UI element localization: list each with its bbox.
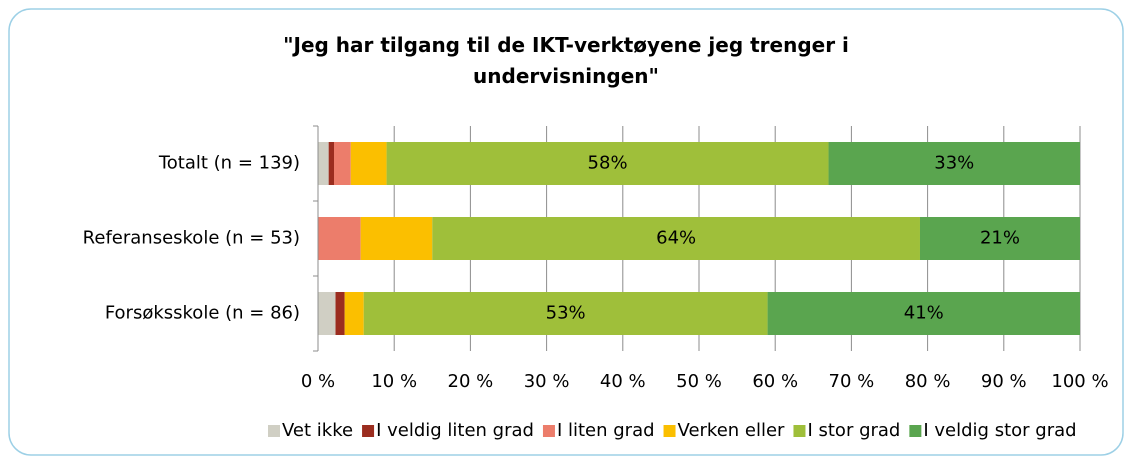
- x-tick-label: 0 %: [301, 371, 335, 392]
- data-label: 33%: [934, 153, 974, 174]
- data-label: 21%: [980, 228, 1020, 249]
- x-tick-label: 70 %: [829, 371, 875, 392]
- bar-segment: [335, 292, 345, 335]
- bar-segment: [828, 142, 1080, 185]
- legend-swatch: [362, 425, 375, 437]
- bar-segment: [334, 142, 351, 185]
- legend-label: I liten grad: [557, 420, 655, 441]
- data-label: 53%: [546, 303, 586, 324]
- x-tick-label: 50 %: [676, 371, 722, 392]
- x-tick-label: 100 %: [1051, 371, 1108, 392]
- bar-segment: [919, 217, 1080, 260]
- legend-swatch: [542, 425, 555, 437]
- legend-label: I veldig liten grad: [376, 420, 534, 441]
- bar-segment: [328, 142, 335, 185]
- bar-segment: [767, 292, 1080, 335]
- x-tick-label: 10 %: [371, 371, 417, 392]
- legend-swatch: [268, 425, 280, 437]
- data-label: 64%: [656, 228, 696, 249]
- legend-label: I veldig stor grad: [923, 420, 1076, 441]
- bar-segment: [350, 142, 387, 185]
- x-tick-label: 20 %: [448, 371, 494, 392]
- x-tick-label: 30 %: [524, 371, 570, 392]
- y-tick-label: Forsøksskole (n = 86): [105, 303, 300, 324]
- legend-label: Vet ikke: [282, 420, 353, 441]
- y-tick-label: Referanseskole (n = 53): [83, 228, 300, 249]
- bar-segment: [318, 217, 361, 260]
- bar-segment: [318, 142, 329, 185]
- bar-segment: [363, 292, 768, 335]
- chart-title: "Jeg har tilgang til de IKT-verktøyene j…: [283, 33, 849, 88]
- legend-swatch: [663, 425, 676, 437]
- x-tick-label: 40 %: [600, 371, 646, 392]
- x-tick-label: 80 %: [905, 371, 951, 392]
- x-tick-label: 60 %: [752, 371, 798, 392]
- legend-swatch: [909, 425, 922, 437]
- bar-segment: [344, 292, 364, 335]
- bar-segment: [432, 217, 920, 260]
- bar-segment: [318, 292, 336, 335]
- x-tick-label: 90 %: [981, 371, 1027, 392]
- data-label: 41%: [904, 303, 944, 324]
- legend-swatch: [793, 425, 806, 437]
- y-tick-label: Totalt (n = 139): [158, 153, 300, 174]
- data-label: 58%: [588, 153, 628, 174]
- bar-segment: [360, 217, 433, 260]
- legend-label: Verken eller: [678, 420, 786, 441]
- bar-segment: [386, 142, 829, 185]
- legend-label: I stor grad: [807, 420, 900, 441]
